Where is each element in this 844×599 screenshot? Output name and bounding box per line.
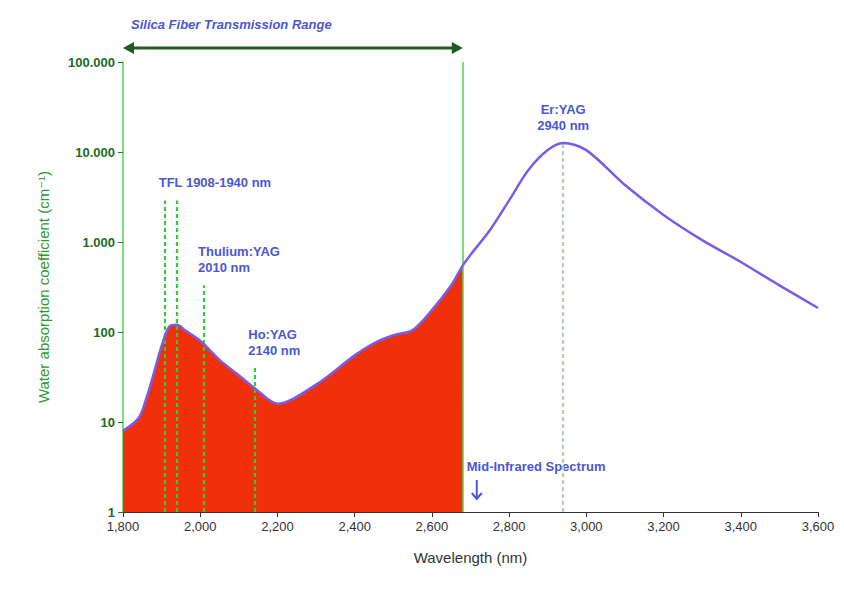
svg-text:Wavelength (nm): Wavelength (nm) [414,549,528,566]
svg-text:2940 nm: 2940 nm [537,118,589,133]
svg-text:1.000: 1.000 [82,235,115,250]
svg-text:Water absorption coefficient (: Water absorption coefficient (cm⁻¹) [35,171,52,403]
svg-text:3,600: 3,600 [802,519,835,534]
svg-text:Mid-Infrared Spectrum: Mid-Infrared Spectrum [467,459,606,474]
svg-text:1: 1 [108,505,115,520]
svg-text:10: 10 [101,415,115,430]
svg-text:2,000: 2,000 [184,519,217,534]
svg-text:2010 nm: 2010 nm [198,260,250,275]
svg-text:3,000: 3,000 [570,519,603,534]
svg-text:Silica Fiber Transmission Rang: Silica Fiber Transmission Range [131,17,332,32]
svg-text:2,200: 2,200 [261,519,294,534]
svg-text:3,400: 3,400 [725,519,758,534]
svg-text:2140 nm: 2140 nm [248,343,300,358]
svg-text:3,200: 3,200 [647,519,680,534]
svg-text:2,600: 2,600 [416,519,449,534]
svg-text:10.000: 10.000 [75,145,115,160]
svg-text:Thulium:YAG: Thulium:YAG [198,244,280,259]
svg-text:2,400: 2,400 [338,519,371,534]
svg-text:1,800: 1,800 [107,519,140,534]
svg-text:100.000: 100.000 [68,55,115,70]
svg-text:Ho:YAG: Ho:YAG [248,327,297,342]
svg-text:TFL 1908-1940 nm: TFL 1908-1940 nm [159,175,271,190]
svg-text:2,800: 2,800 [493,519,526,534]
svg-text:Er:YAG: Er:YAG [541,102,586,117]
svg-text:100: 100 [93,325,115,340]
